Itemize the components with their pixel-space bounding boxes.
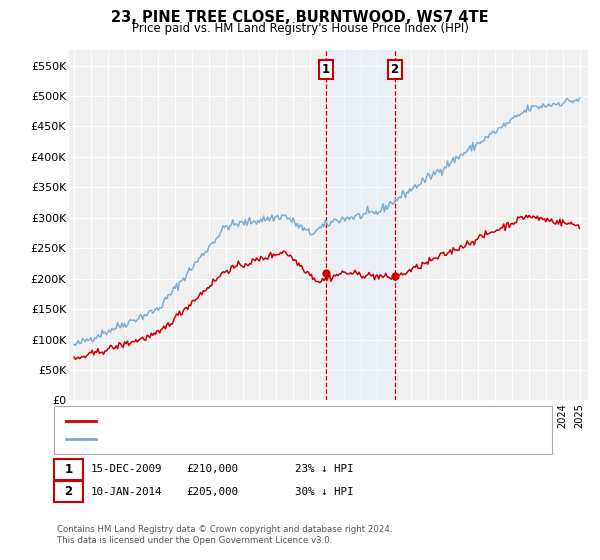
Text: 2: 2 bbox=[64, 485, 73, 498]
Text: £210,000: £210,000 bbox=[187, 464, 239, 474]
Text: HPI: Average price, detached house, Lichfield: HPI: Average price, detached house, Lich… bbox=[101, 434, 338, 444]
Text: 23% ↓ HPI: 23% ↓ HPI bbox=[295, 464, 353, 474]
Text: Contains HM Land Registry data © Crown copyright and database right 2024.
This d: Contains HM Land Registry data © Crown c… bbox=[57, 525, 392, 545]
Text: 23, PINE TREE CLOSE, BURNTWOOD, WS7 4TE (detached house): 23, PINE TREE CLOSE, BURNTWOOD, WS7 4TE … bbox=[101, 416, 436, 426]
Text: 15-DEC-2009: 15-DEC-2009 bbox=[91, 464, 162, 474]
Text: 1: 1 bbox=[322, 63, 330, 76]
Text: 10-JAN-2014: 10-JAN-2014 bbox=[91, 487, 162, 497]
Text: 30% ↓ HPI: 30% ↓ HPI bbox=[295, 487, 353, 497]
Text: Price paid vs. HM Land Registry's House Price Index (HPI): Price paid vs. HM Land Registry's House … bbox=[131, 22, 469, 35]
Text: 2: 2 bbox=[391, 63, 399, 76]
Text: 1: 1 bbox=[64, 463, 73, 476]
Bar bbox=[326, 50, 395, 400]
Text: 23, PINE TREE CLOSE, BURNTWOOD, WS7 4TE: 23, PINE TREE CLOSE, BURNTWOOD, WS7 4TE bbox=[111, 10, 489, 25]
Text: £205,000: £205,000 bbox=[187, 487, 239, 497]
